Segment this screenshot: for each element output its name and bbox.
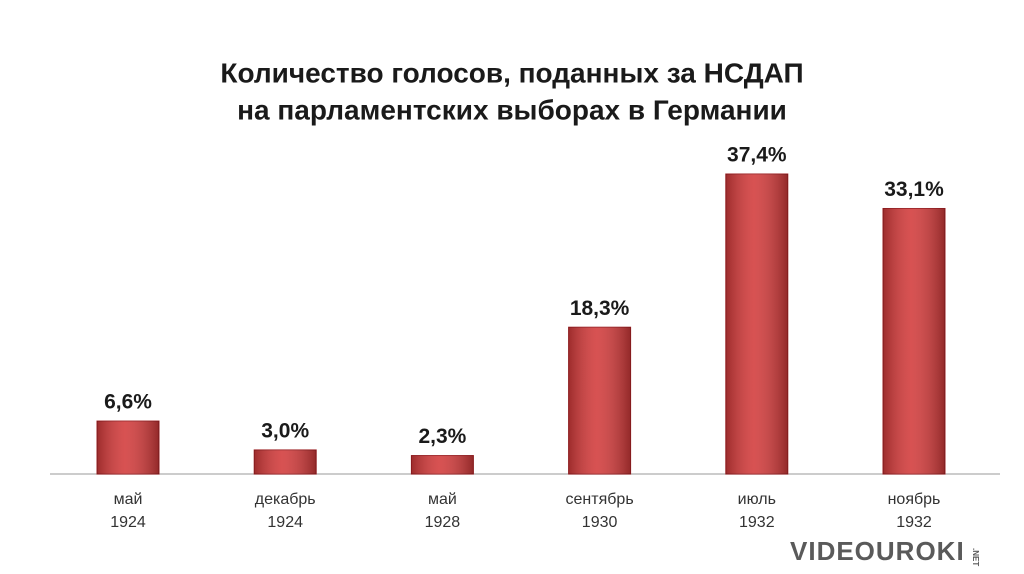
- x-tick-label: сентябрь: [566, 491, 634, 508]
- bar: [96, 420, 160, 475]
- x-tick-label: май: [428, 491, 457, 508]
- chart-title: на парламентских выборах в Германии: [237, 94, 787, 125]
- x-tick-label: 1932: [896, 514, 932, 531]
- data-label: 3,0%: [261, 419, 309, 442]
- watermark: VIDEOUROKI: [790, 536, 965, 566]
- x-tick-label: декабрь: [255, 491, 316, 508]
- bar: [568, 326, 632, 475]
- bar: [725, 173, 789, 475]
- x-tick-label: 1924: [110, 514, 146, 531]
- chart-title: Количество голосов, поданных за НСДАП: [220, 57, 803, 88]
- x-tick-label: 1924: [267, 514, 303, 531]
- watermark: .NET: [971, 548, 980, 566]
- data-label: 33,1%: [884, 178, 944, 201]
- x-tick-label: май: [114, 491, 143, 508]
- x-tick-label: 1930: [582, 514, 618, 531]
- bar: [882, 207, 946, 475]
- data-label: 6,6%: [104, 391, 152, 414]
- x-tick-label: ноябрь: [888, 491, 941, 508]
- data-label: 2,3%: [418, 425, 466, 448]
- x-tick-label: 1932: [739, 514, 775, 531]
- x-tick-label: июль: [738, 491, 776, 508]
- data-label: 18,3%: [570, 297, 630, 320]
- bar: [253, 449, 317, 475]
- bar: [410, 455, 474, 475]
- data-label: 37,4%: [727, 144, 787, 167]
- x-tick-label: 1928: [425, 514, 461, 531]
